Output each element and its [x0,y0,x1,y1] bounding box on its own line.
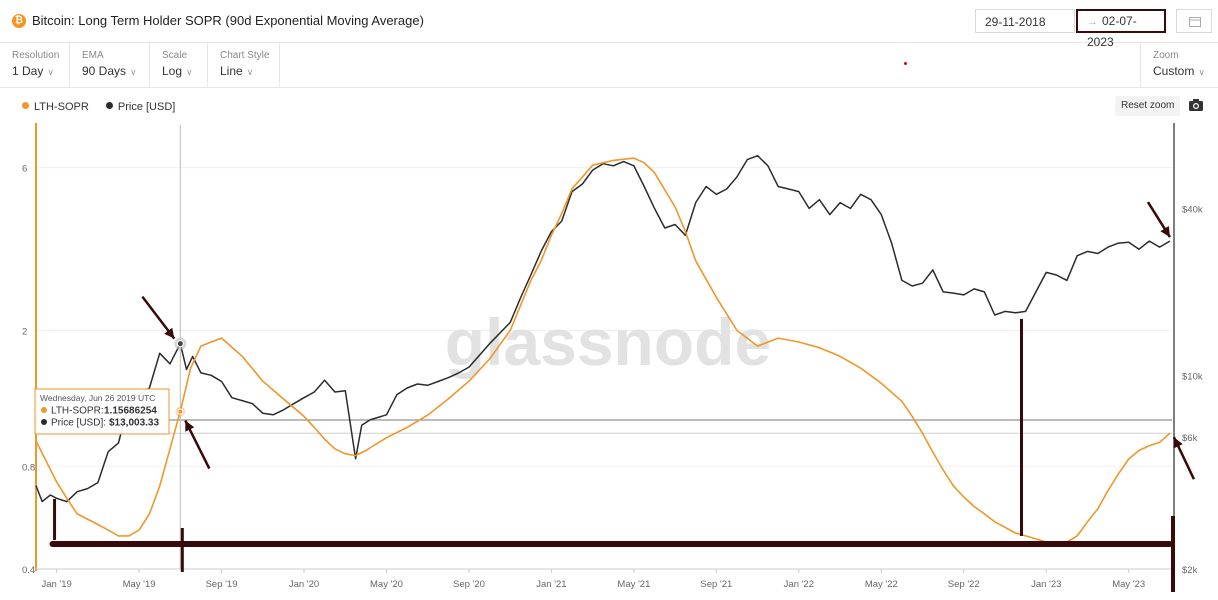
y-right-tick-label: $40k [1182,204,1203,215]
chart-style-label: Chart Style [220,50,270,61]
legend-price-label: Price [USD] [117,101,176,113]
y-right-tick-label: $2k [1182,565,1198,576]
tooltip-sopr-value: 1.15686254 [104,406,157,417]
sopr-hover-point [177,408,184,415]
sopr-dot-icon [41,407,47,413]
y-left-tick-label: 2 [22,326,27,337]
x-tick-label: May '20 [370,579,403,590]
x-tick-label: May '22 [865,579,898,590]
chart-title: Bitcoin: Long Term Holder SOPR (90d Expo… [32,13,424,28]
x-tick-label: Sep '22 [948,579,980,590]
sopr-dot-icon [22,102,29,109]
price-dot-icon [105,102,113,109]
x-tick-label: Sep '21 [700,579,732,590]
resolution-value: 1 Day [12,64,44,78]
arrow-latest-sopr [1172,436,1196,480]
y-left-tick-label: 0.4 [22,565,35,576]
y-right-tick-label: $6k [1182,433,1198,444]
price-hover-point [176,340,184,348]
legend-sopr-label: LTH-SOPR [34,101,89,113]
arrow-latest-price [1146,201,1171,238]
resolution-select[interactable]: Resolution 1 Day ∨ [0,43,70,87]
marker-dot [904,62,907,65]
chevron-down-icon: ∨ [130,67,137,77]
bitcoin-icon: ₿ [12,14,26,28]
x-tick-label: Jan '20 [289,579,319,590]
ema-value: 90 Days [82,64,127,78]
arrow-head [1160,225,1170,238]
tooltip-date: Wednesday, Jun 26 2019 UTC [40,393,155,403]
arrow-head [185,420,195,432]
chart-legend: LTH-SOPR Price [USD] [22,101,189,113]
tooltip-sopr-label: LTH-SOPR: [51,406,104,417]
calendar-icon [1189,17,1201,27]
axes: 0.4 0.8 2 6 $2k $6k $10k $40k Jan '19 May '19 Sep … [22,123,1203,590]
price-dot-icon [41,419,47,425]
hover-marker [174,125,187,569]
legend-item-sopr[interactable]: LTH-SOPR [22,101,89,113]
x-tick-label: Jan '22 [784,579,814,590]
arrow-price-peak [141,295,176,340]
arrow-right-icon: → [1087,16,1098,28]
chevron-down-icon: ∨ [246,67,254,77]
reference-lines [36,419,1172,434]
scale-select[interactable]: Scale Log ∨ [150,43,208,87]
y-right-tick-label: $10k [1182,371,1203,382]
chevron-down-icon: ∨ [1198,67,1205,77]
tooltip-price-label: Price [USD]: [51,418,106,429]
watermark: glassnode [445,305,771,379]
legend-item-price[interactable]: Price [USD] [105,101,176,113]
chart-style-value: Line [220,64,243,78]
x-tick-label: Sep '20 [453,579,485,590]
camera-icon[interactable] [1188,98,1204,112]
resolution-label: Resolution [12,50,60,61]
arrow-sopr-crossing [184,420,211,470]
y-left-tick-label: 0.8 [22,462,35,473]
reset-zoom-button[interactable]: Reset zoom [1115,96,1181,116]
sopr-series-line [35,157,1171,543]
tooltip: Wednesday, Jun 26 2019 UTC LTH-SOPR: 1.1… [34,388,170,435]
price-series-line [35,154,1171,503]
ema-label: EMA [82,50,104,61]
chart-style-select[interactable]: Chart Style Line ∨ [208,43,280,87]
controls-bar: Resolution 1 Day ∨ EMA 90 Days ∨ Scale Log… [0,43,1218,88]
x-tick-label: Sep '19 [206,579,238,590]
end-date-input[interactable]: → 02-07-2023 [1076,9,1166,49]
x-tick-label: Jan '21 [536,579,566,590]
top-bar: ₿ Bitcoin: Long Term Holder SOPR (90d Ex… [0,0,1218,49]
arrow-head [164,327,175,339]
zoom-value: Custom [1153,64,1195,78]
ema-select[interactable]: EMA 90 Days ∨ [70,43,150,87]
end-date-value: 02-07-2023 [1087,14,1137,49]
annotations [49,201,1196,592]
start-date-input[interactable]: 29-11-2018 [975,9,1075,33]
y-left-tick-label: 6 [22,164,27,175]
x-tick-label: Jan '19 [41,579,71,590]
zoom-select[interactable]: Zoom Custom ∨ [1140,43,1218,87]
chevron-down-icon: ∨ [47,67,54,77]
scale-label: Scale [162,50,188,61]
x-tick-label: May '19 [123,579,156,590]
chevron-down-icon: ∨ [186,67,193,77]
x-tick-label: May '21 [617,579,650,590]
zoom-label: Zoom [1153,50,1179,61]
tooltip-price-value: $13,003.33 [109,418,159,429]
scale-value: Log [162,64,183,78]
x-tick-label: May '23 [1112,579,1145,590]
arrow-head [1173,437,1183,449]
x-tick-label: Jan '23 [1031,579,1061,590]
calendar-button[interactable] [1176,9,1212,33]
